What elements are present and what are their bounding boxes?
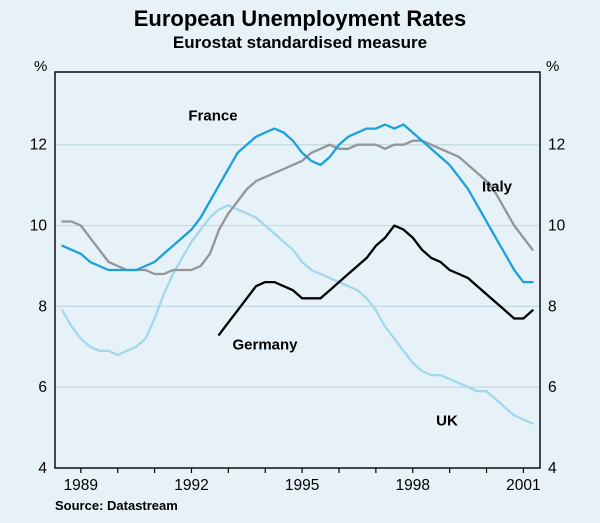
y-tick-label-right: 12 — [548, 137, 565, 154]
x-tick-label: 1989 — [64, 477, 98, 494]
y-tick-label-left: 10 — [30, 218, 48, 235]
chart-subtitle: Eurostat standardised measure — [172, 33, 428, 52]
y-tick-label-left: 12 — [30, 137, 47, 154]
y-tick-label-right: 10 — [548, 218, 566, 235]
source-note: Source: Datastream — [55, 498, 178, 513]
x-tick-label: 1995 — [285, 477, 319, 494]
y-tick-label-left: 6 — [38, 379, 47, 396]
series-line-uk — [61, 204, 534, 425]
y-tick-label-left: 4 — [38, 460, 47, 477]
series-label-germany: Germany — [232, 336, 298, 354]
series-label-france: France — [188, 107, 238, 125]
y-tick-label-left: 8 — [38, 298, 47, 315]
plot-border — [54, 71, 541, 469]
y-axis-unit-right: % — [546, 58, 560, 75]
y-tick-label-right: 4 — [548, 460, 557, 477]
series-line-italy — [61, 139, 534, 276]
series-label-uk: UK — [436, 412, 458, 430]
y-axis-unit-left: % — [34, 58, 48, 75]
x-tick-label: 1998 — [396, 477, 430, 494]
x-tick-label: 2001 — [506, 477, 540, 494]
y-tick-label-right: 6 — [548, 379, 557, 396]
series-line-france — [61, 123, 534, 284]
series-label-italy: Italy — [481, 178, 513, 196]
x-tick-label: 1992 — [174, 477, 208, 494]
chart-title: European Unemployment Rates — [133, 6, 467, 31]
y-tick-label-right: 8 — [548, 298, 557, 315]
series-line-germany — [217, 224, 534, 336]
